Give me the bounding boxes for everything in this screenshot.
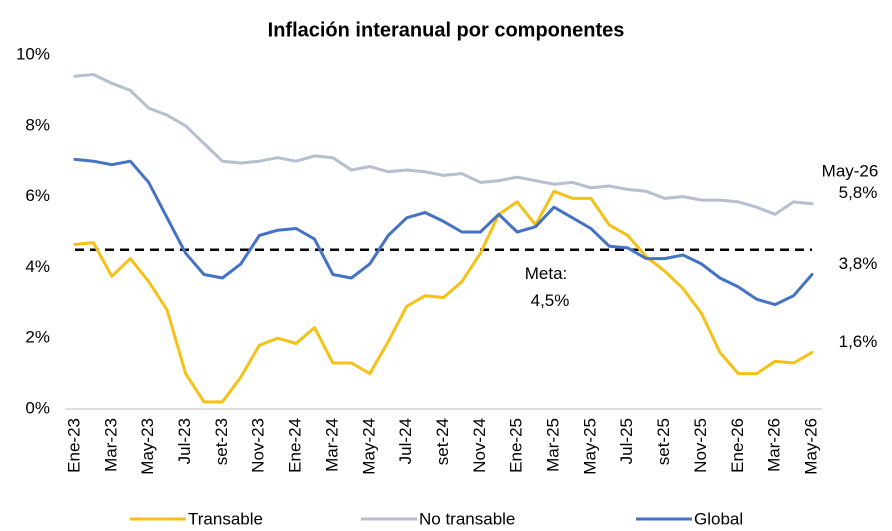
x-tick-label: Jul-23 [175,418,194,464]
data-label: 3,8% [839,254,878,273]
series-line [73,189,814,404]
y-tick-label: 0% [25,398,50,417]
y-tick-label: 10% [16,44,50,63]
x-tick-label: Nov-25 [691,418,710,473]
reference-value-label: 4,5% [531,291,570,310]
chart-title: Inflación interanual por componentes [268,19,625,41]
y-tick-label: 2% [25,328,50,347]
x-tick-label: Jul-25 [617,418,636,464]
annotation: May-26 [822,161,879,180]
y-tick-label: 8% [25,115,50,134]
data-label: 5,8% [839,183,878,202]
x-tick-label: Ene-23 [64,418,83,473]
reference-label: Meta: [525,264,568,283]
x-tick-label: May-25 [580,418,599,475]
x-tick-label: set-25 [654,418,673,465]
x-tick-label: Mar-25 [544,418,563,472]
legend-label: Transable [188,509,263,528]
legend-label: No transable [419,509,515,528]
series-line [73,157,814,307]
x-tick-label: May-23 [138,418,157,475]
x-tick-label: Mar-26 [765,418,784,472]
x-tick-label: Nov-23 [249,418,268,473]
x-tick-label: Nov-24 [470,418,489,473]
data-label: 1,6% [839,332,878,351]
x-tick-label: May-26 [801,418,820,475]
x-tick-label: set-23 [212,418,231,465]
legend-label: Global [694,509,743,528]
x-tick-label: Ene-26 [728,418,747,473]
y-tick-label: 4% [25,257,50,276]
x-tick-label: Mar-24 [322,418,341,472]
x-tick-label: Mar-23 [101,418,120,472]
x-tick-label: Ene-24 [286,418,305,473]
x-tick-label: Ene-25 [507,418,526,473]
x-tick-label: Jul-24 [396,418,415,464]
series-line [73,73,814,216]
x-tick-label: May-24 [359,418,378,475]
x-tick-label: set-24 [433,418,452,465]
y-tick-label: 6% [25,186,50,205]
